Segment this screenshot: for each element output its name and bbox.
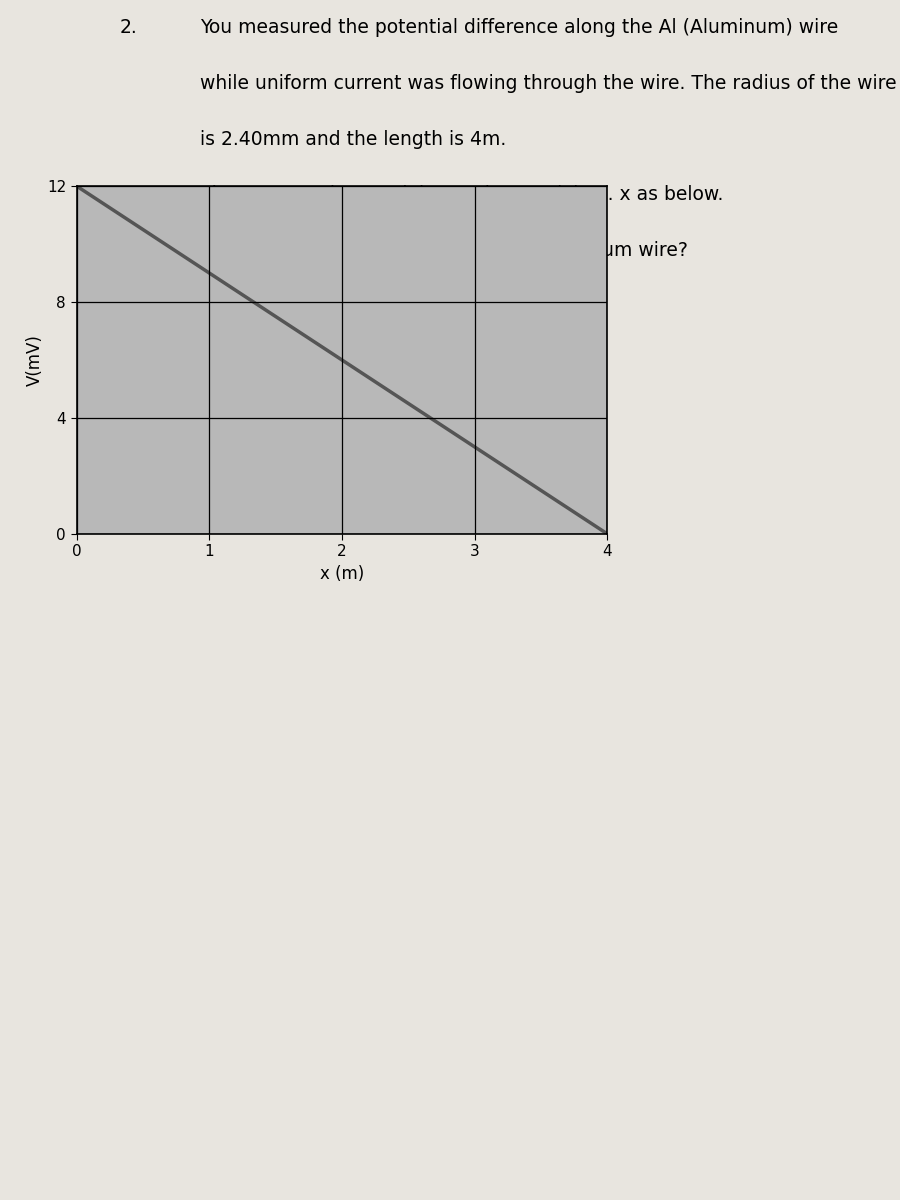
Text: Calculate the current flowing in the Aluminum wire?: Calculate the current flowing in the Alu… xyxy=(200,241,688,260)
Text: You measured the potential difference along the Al (Aluminum) wire: You measured the potential difference al… xyxy=(200,18,838,37)
Text: The measured potential was plot as V(x) vs. x as below.: The measured potential was plot as V(x) … xyxy=(200,185,724,204)
Text: (Resistivity of Al is 2.82x 10⁻⁸ Ω m): (Resistivity of Al is 2.82x 10⁻⁸ Ω m) xyxy=(200,296,530,316)
X-axis label: x (m): x (m) xyxy=(320,565,365,583)
Text: 2.: 2. xyxy=(120,18,138,37)
Text: is 2.40mm and the length is 4m.: is 2.40mm and the length is 4m. xyxy=(200,130,506,149)
Text: while uniform current was flowing through the wire. The radius of the wire: while uniform current was flowing throug… xyxy=(200,73,896,92)
Y-axis label: V(mV): V(mV) xyxy=(26,334,44,386)
